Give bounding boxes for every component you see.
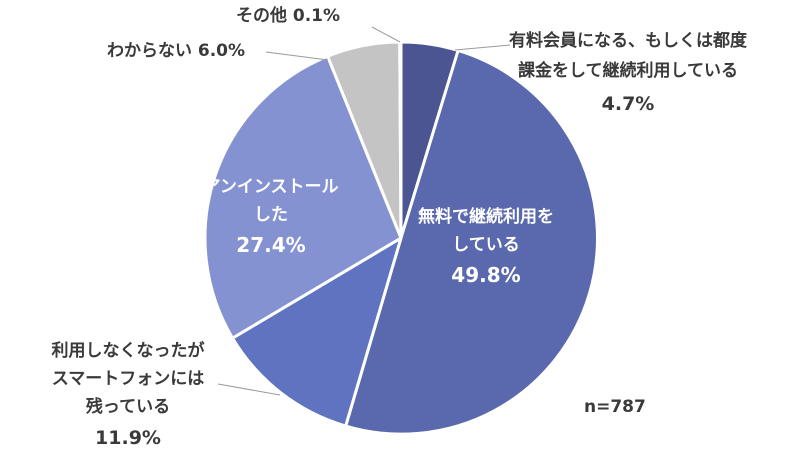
leader-line: [217, 383, 281, 396]
slice-pct-label: 0.1%: [293, 6, 340, 26]
slice-label-line: 残っている: [86, 396, 170, 417]
slice-label-text: その他: [236, 5, 293, 26]
pie-slice: [231, 236, 403, 428]
slice-label-line: している: [452, 235, 520, 255]
leader-line: [265, 51, 329, 61]
sample-size-label: n=787: [584, 397, 646, 417]
slice-label-line: スマートフォンには: [52, 369, 205, 389]
pie-slice: [398, 40, 403, 240]
slice-labels: 有料会員になる、もしくは都度課金をして継続利用している4.7%無料で継続利用をし…: [52, 5, 748, 449]
slice-pct-label: 4.7%: [602, 93, 655, 115]
slice-label-text: わからない: [107, 41, 198, 61]
pie-slice: [344, 49, 599, 436]
slice-label-line: 利用しなくなったが: [52, 340, 205, 361]
slice-label-line: 課金をして継続利用している: [518, 60, 738, 81]
leader-line: [371, 26, 401, 43]
slice-label-line: アンインストール: [204, 177, 339, 197]
slice-pct-label: 11.9%: [95, 427, 161, 449]
slice-pct-label: 6.0%: [198, 41, 245, 61]
slice-pct-label: 27.4%: [236, 233, 305, 257]
slice-label: わからない 6.0%: [107, 41, 245, 61]
slice-label: その他 0.1%: [236, 5, 340, 26]
leader-line: [454, 44, 511, 51]
slice-label-line: 有料会員になる、もしくは都度: [509, 30, 748, 51]
slice-label-line: 無料で継続利用を: [418, 206, 554, 227]
pie-slice: [203, 54, 403, 340]
slice-label-line: した: [254, 205, 288, 225]
slice-pct-label: 49.8%: [451, 263, 520, 287]
leader-lines: [217, 26, 511, 396]
pie-slices: [203, 40, 599, 436]
